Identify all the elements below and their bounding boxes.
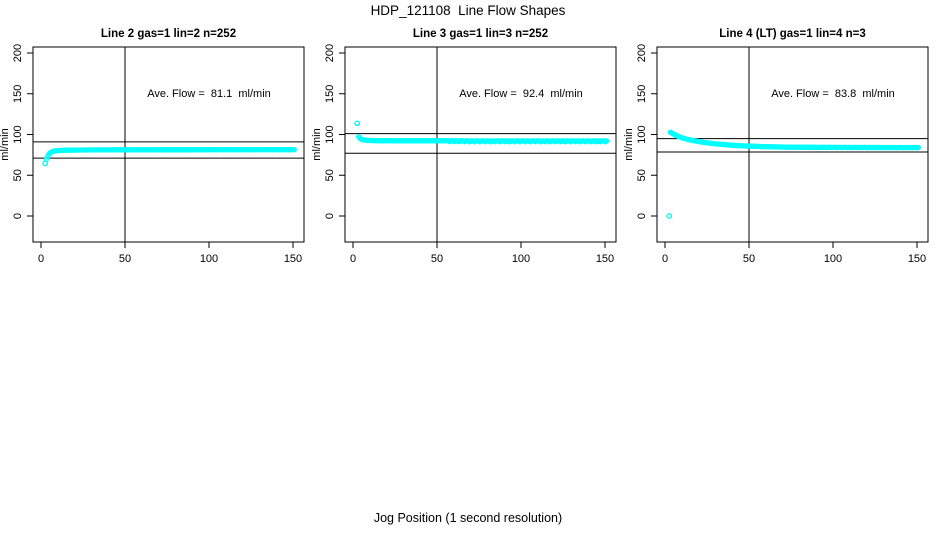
x-tick-label: 100 <box>824 253 842 265</box>
data-point <box>291 146 297 153</box>
data-points-group <box>667 129 921 151</box>
x-tick-label: 100 <box>200 253 218 265</box>
ave-flow-annotation: Ave. Flow = 81.1 ml/min <box>147 88 271 100</box>
x-tick-label: 150 <box>908 253 926 265</box>
y-tick-label: 150 <box>12 85 24 103</box>
y-tick-label: 100 <box>12 125 24 143</box>
main-title: HDP_121108 Line Flow Shapes <box>370 3 566 18</box>
y-tick-label: 50 <box>324 169 336 181</box>
panel-title: Line 3 gas=1 lin=3 n=252 <box>413 28 548 40</box>
y-tick-label: 200 <box>636 44 648 62</box>
y-axis-title: ml/min <box>624 128 635 160</box>
plot-box <box>656 46 929 243</box>
panel-2: Line 3 gas=1 lin=3 n=252 0 50 100 150 0 50 100 1… <box>311 0 624 280</box>
panel-1-plot: Line 2 gas=1 lin=2 n=252 0 50 100 150 0 50 100 1… <box>0 28 305 265</box>
y-tick-label: 0 <box>324 213 336 219</box>
data-points-group <box>43 146 297 163</box>
plot-box <box>344 46 617 243</box>
panel-1: Line 2 gas=1 lin=2 n=252 0 50 100 150 0 50 100 1… <box>0 0 312 280</box>
panel-2-plot: Line 3 gas=1 lin=3 n=252 0 50 100 150 0 50 100 1… <box>311 28 617 265</box>
panel-3: Line 4 (LT) gas=1 lin=4 n=3 0 50 100 150 0 50 1… <box>623 0 936 280</box>
panels-container: Line 2 gas=1 lin=2 n=252 0 50 100 150 0 50 100 1… <box>0 0 936 280</box>
x-tick-label: 100 <box>512 253 530 265</box>
outlier-point <box>354 120 361 127</box>
outlier-point <box>42 160 49 167</box>
y-axis-title: ml/min <box>0 128 11 160</box>
panel-title: Line 2 gas=1 lin=2 n=252 <box>101 28 236 40</box>
y-tick-label: 0 <box>636 213 648 219</box>
y-axis-title: ml/min <box>312 128 323 160</box>
plot-box <box>32 46 305 243</box>
x-tick-label: 50 <box>119 253 131 265</box>
x-tick-label: 0 <box>350 253 356 265</box>
panel-3-plot: Line 4 (LT) gas=1 lin=4 n=3 0 50 100 150 0 50 1… <box>623 28 929 265</box>
x-axis-label: Jog Position (1 second resolution) <box>373 511 563 525</box>
outlier-point <box>666 213 673 219</box>
data-point <box>604 138 610 144</box>
panel-title: Line 4 (LT) gas=1 lin=4 n=3 <box>719 28 865 40</box>
y-tick-label: 150 <box>636 85 648 103</box>
y-tick-label: 0 <box>12 213 24 219</box>
y-tick-label: 200 <box>324 44 336 62</box>
x-tick-label: 50 <box>431 253 443 265</box>
y-tick-label: 100 <box>324 125 336 143</box>
data-point <box>915 144 921 151</box>
x-tick-label: 0 <box>38 253 44 265</box>
y-tick-label: 200 <box>12 44 24 62</box>
ave-flow-annotation: Ave. Flow = 92.4 ml/min <box>459 88 583 100</box>
y-tick-label: 150 <box>324 85 336 103</box>
y-tick-label: 50 <box>636 169 648 181</box>
data-points-group <box>356 134 610 145</box>
y-tick-label: 100 <box>636 125 648 143</box>
x-tick-label: 50 <box>743 253 755 265</box>
x-tick-label: 150 <box>284 253 302 265</box>
ave-flow-annotation: Ave. Flow = 83.8 ml/min <box>771 88 895 100</box>
x-tick-label: 150 <box>596 253 614 265</box>
y-tick-label: 50 <box>12 169 24 181</box>
x-tick-label: 0 <box>662 253 668 265</box>
